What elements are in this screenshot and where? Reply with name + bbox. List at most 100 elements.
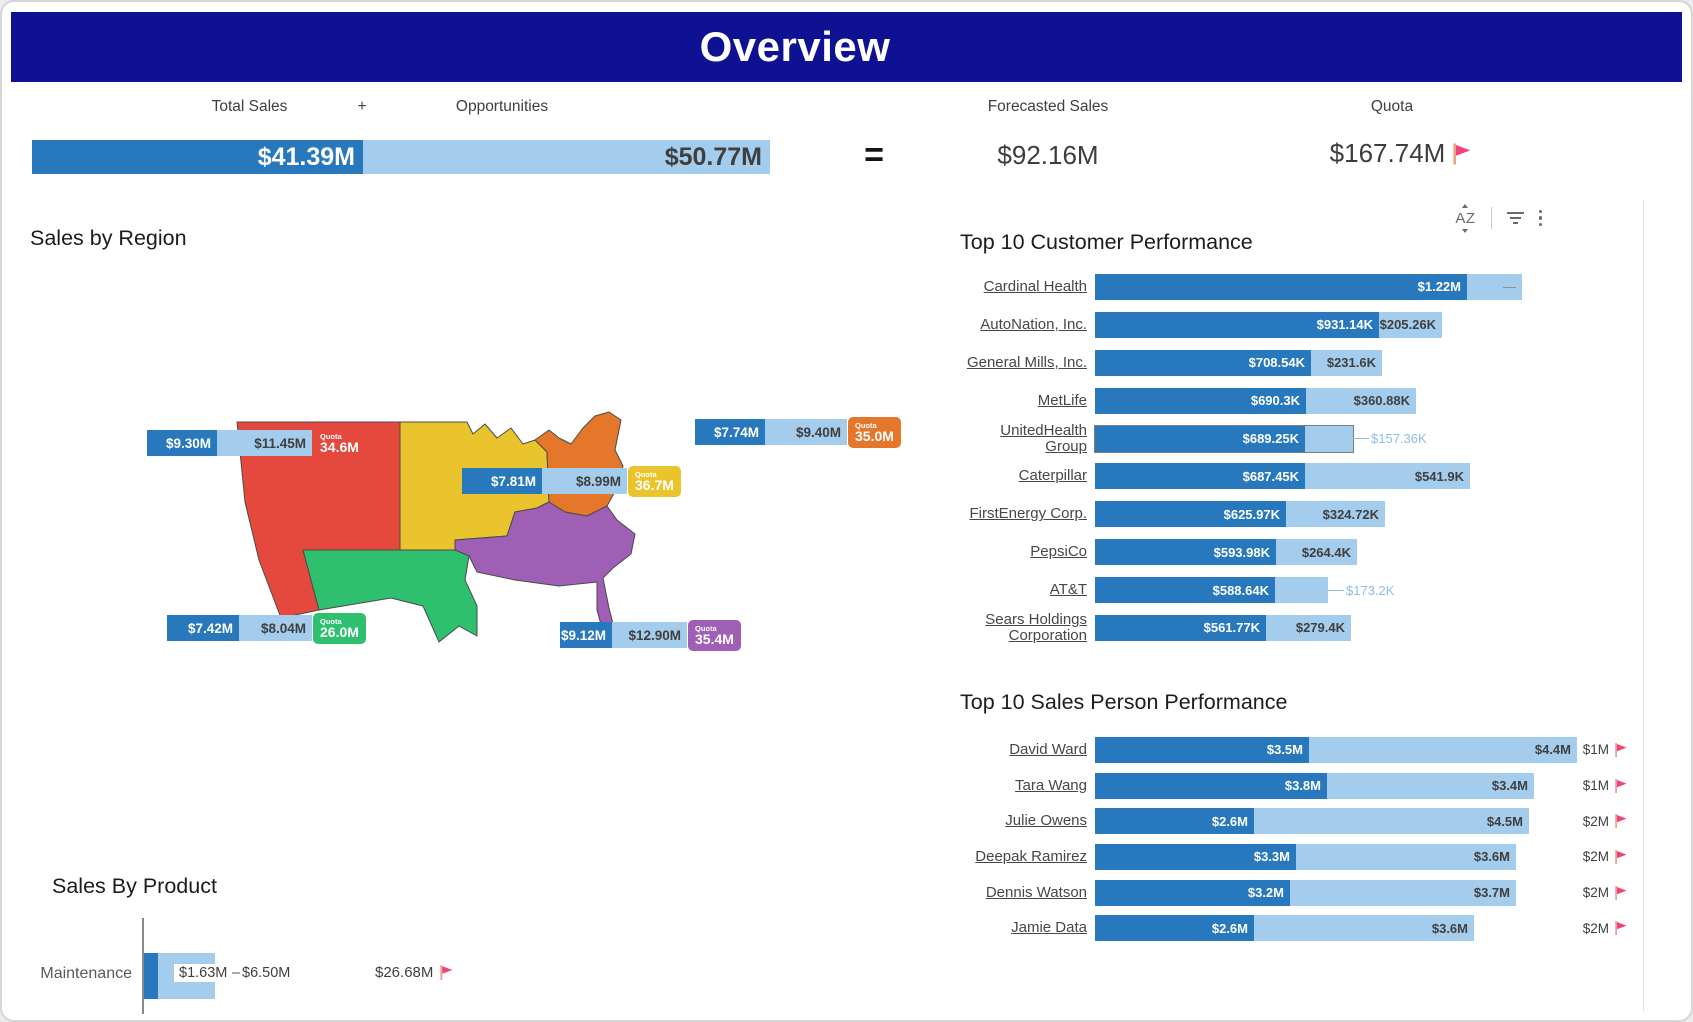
secondary-bar[interactable]: $541.9K [1305,463,1470,490]
category-link[interactable]: Cardinal Health [983,277,1087,295]
category-link[interactable]: General Mills, Inc. [966,353,1087,371]
chart-row: FirstEnergy Corp. $625.97K $324.72K [957,495,1647,533]
category-link[interactable]: PepsiCo [1030,543,1087,561]
report-header: Overview [11,12,1682,82]
chart-row: Jamie Data $2.6M $3.6M $2M [957,910,1647,946]
opportunity-bar[interactable]: $3.6M [1296,843,1516,870]
chart-row: Dennis Watson $3.2M $3.7M $2M [957,875,1647,911]
region-callout-west: $9.30M $11.45M Quota 34.6M [147,428,366,459]
quota-flag-value: $1M [1583,778,1629,794]
opportunity-bar[interactable]: $3.6M [1254,915,1474,942]
product-sales-bar[interactable] [144,953,158,999]
sales-bar[interactable]: $3.5M [1095,736,1309,763]
secondary-bar[interactable]: $360.88K [1306,387,1416,414]
row-bars: $593.98K $264.4K [1095,539,1635,566]
opportunity-bar[interactable]: $4.4M [1309,736,1577,763]
region-quota-value: Quota 26.0M [313,613,366,644]
opportunities-value: $50.77M [664,142,762,171]
chart-row: Sears Holdings Corporation $561.77K $279.4… [957,609,1647,647]
report-page-edge [1643,200,1644,1012]
region-southeast[interactable] [454,501,636,647]
region-opportunity-value: $8.99M [542,468,627,494]
secondary-bar[interactable]: — [1467,273,1522,300]
goal-flag-icon [1615,885,1627,900]
visual-toolbar: AZ [1407,202,1542,234]
sales-bar[interactable]: $708.54K [1095,349,1311,376]
region-opportunity-value: $12.90M [612,622,687,648]
total-sales-bar[interactable]: $41.39M [32,140,363,174]
category-link[interactable]: AT&T [1049,581,1087,599]
category-link[interactable]: David Ward [1009,740,1087,758]
region-callout-ne: $7.74M $9.40M Quota 35.0M [695,417,901,448]
opportunities-bar[interactable]: $50.77M [363,140,770,174]
sales-bar[interactable]: $931.14K [1095,311,1379,338]
secondary-bar[interactable]: $205.26K [1379,311,1442,338]
region-opportunity-value: $9.40M [765,419,847,445]
secondary-bar[interactable]: $264.4K [1276,539,1357,566]
category-link[interactable]: Tara Wang [1015,776,1087,794]
row-bars: $2.6M $4.5M $2M [1095,808,1635,835]
product-sales-value: $1.63M [174,964,233,982]
plus-operator: + [357,98,367,115]
sales-bar[interactable]: $690.3K [1095,387,1306,414]
row-bars: $3.3M $3.6M $2M [1095,843,1635,870]
chart-row: Cardinal Health $1.22M — [957,268,1647,306]
sort-az-icon[interactable]: AZ [1455,203,1475,233]
page-title: Overview [699,23,891,70]
category-link[interactable]: MetLife [1037,391,1087,409]
secondary-bar[interactable]: $324.72K [1286,501,1385,528]
total-sales-label: Total Sales [211,98,288,115]
opportunity-bar[interactable]: $3.7M [1290,879,1516,906]
region-sales-value: $9.12M [560,622,612,648]
sales-bar[interactable]: $687.45K [1095,463,1305,490]
chart-row: MetLife $690.3K $360.88K [957,382,1647,420]
sales-bar[interactable]: $3.2M [1095,879,1290,906]
sales-bar[interactable]: $1.22M [1095,273,1467,300]
region-opportunity-value: $8.04M [239,615,312,641]
region-sales-value: $9.30M [147,430,217,456]
row-bars: $3.5M $4.4M $1M [1095,736,1635,763]
opportunity-bar[interactable]: $4.5M [1254,808,1529,835]
sales-bar[interactable]: $625.97K [1095,501,1286,528]
category-link[interactable]: Julie Owens [1005,812,1087,830]
sales-bar[interactable]: $2.6M [1095,808,1254,835]
sales-bar[interactable]: $561.77K [1095,614,1266,641]
row-bars: $689.25K $157.36K [1094,424,1635,453]
secondary-bar[interactable] [1305,425,1353,452]
category-link[interactable]: UnitedHealth Group [1000,421,1087,455]
opportunity-bar[interactable]: $3.4M [1327,772,1534,799]
sales-bar[interactable]: $689.25K [1095,425,1305,452]
category-link[interactable]: Jamie Data [1011,919,1087,937]
value-separator: – [232,965,241,981]
product-quota-value: $26.68M [375,964,455,981]
sales-bar[interactable]: $2.6M [1095,915,1254,942]
row-bars: $708.54K $231.6K [1095,349,1635,376]
category-link[interactable]: AutoNation, Inc. [980,315,1087,333]
category-link[interactable]: FirstEnergy Corp. [969,505,1087,523]
category-link[interactable]: Deepak Ramirez [975,847,1087,865]
top10-salesperson-chart: David Ward $3.5M $4.4M $1M Tara Wang $3.8M $3.… [957,732,1647,946]
region-callout-se: $9.12M $12.90M Quota 35.4M [560,620,741,651]
chart-row: Tara Wang $3.8M $3.4M $1M [957,768,1647,804]
quota-flag-value: $2M [1583,885,1629,901]
sales-bar[interactable]: $3.3M [1095,843,1296,870]
more-options-icon[interactable] [1538,209,1542,227]
region-south-central[interactable] [302,549,478,643]
sales-bar[interactable]: $588.64K [1095,577,1275,604]
category-link[interactable]: Dennis Watson [985,883,1087,901]
filter-icon[interactable] [1506,212,1524,224]
row-bars: $687.45K $541.9K [1095,463,1635,490]
secondary-bar[interactable] [1275,577,1328,604]
region-quota-value: Quota 35.0M [848,417,901,448]
row-bars: $588.64K $173.2K [1095,577,1635,604]
row-bars: $3.8M $3.4M $1M [1095,772,1635,799]
category-link[interactable]: Sears Holdings Corporation [985,610,1087,644]
secondary-bar[interactable]: $231.6K [1311,349,1382,376]
secondary-bar[interactable]: $279.4K [1266,614,1351,641]
category-link[interactable]: Caterpillar [1018,467,1087,485]
sales-bar[interactable]: $3.8M [1095,772,1327,799]
sales-bar[interactable]: $593.98K [1095,539,1276,566]
chart-row: General Mills, Inc. $708.54K $231.6K [957,344,1647,382]
goal-flag-icon [1615,778,1627,793]
row-bars: $625.97K $324.72K [1095,501,1635,528]
